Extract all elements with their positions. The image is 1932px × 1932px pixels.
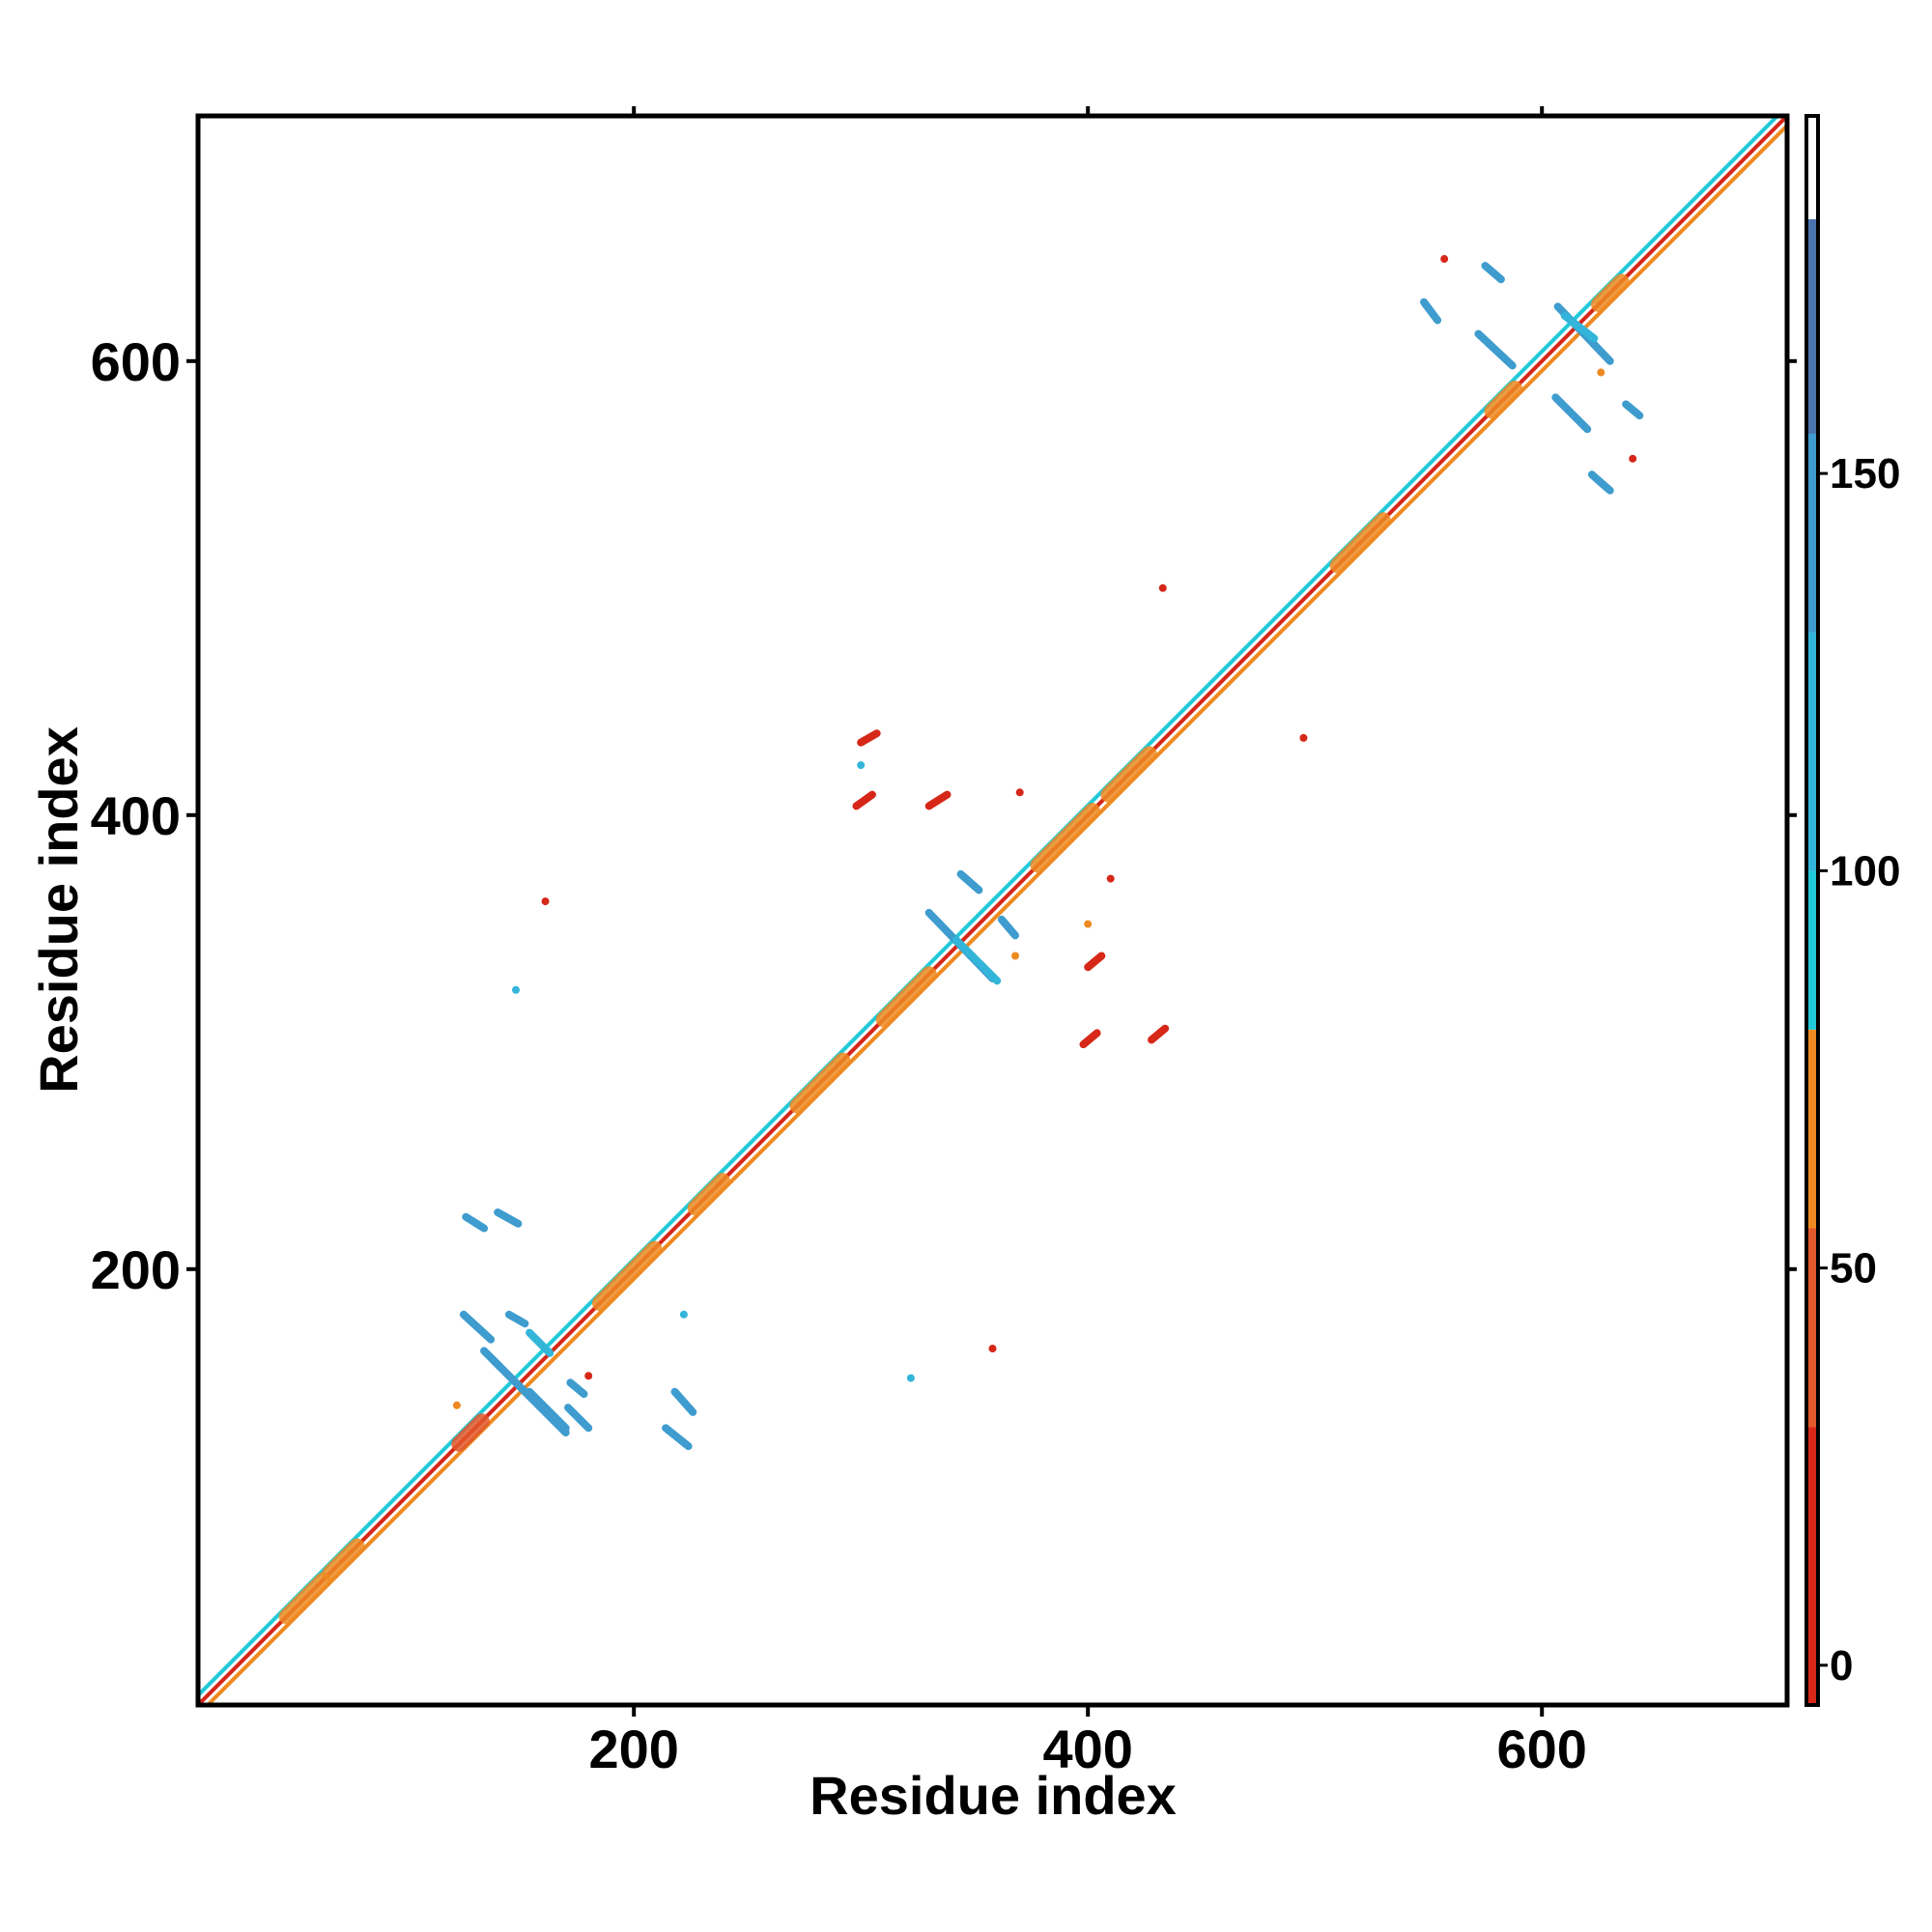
- colorbar-segment: [1806, 870, 1818, 1030]
- contact-segment: [956, 869, 983, 895]
- diagonal-band: [687, 1173, 730, 1216]
- contact-segment: [566, 1378, 588, 1399]
- diagonal-band: [1100, 746, 1157, 803]
- contact-point: [1106, 874, 1115, 883]
- contact-segment: [1622, 400, 1644, 420]
- colorbar-segment: [1806, 1427, 1818, 1705]
- diagonal-band: [1484, 381, 1522, 419]
- diagonal-band: [875, 966, 937, 1028]
- contact-point: [1084, 920, 1093, 928]
- y-tick-label: 200: [91, 1239, 181, 1300]
- heatmap-area: [198, 116, 1787, 1705]
- diagonal-band: [278, 1572, 331, 1625]
- contact-point: [512, 985, 520, 994]
- y-axis: 200 400 600: [91, 331, 1797, 1300]
- contact-segment: [670, 1387, 697, 1416]
- x-axis-title: Residue index: [810, 1765, 1177, 1826]
- contact-point: [857, 761, 866, 770]
- contact-point: [1011, 952, 1019, 960]
- contact-segment: [462, 1212, 489, 1233]
- y-tick-label: 400: [91, 785, 181, 846]
- x-axis: 200 400 600: [588, 106, 1587, 1779]
- contact-segment: [924, 790, 952, 810]
- contact-segment: [494, 1208, 523, 1228]
- contact-point: [541, 897, 550, 906]
- contact-segment: [952, 936, 1002, 985]
- diagonal-band: [591, 1240, 663, 1312]
- diagonal-band: [1590, 273, 1630, 313]
- contact-segment: [504, 1310, 529, 1328]
- contact-segment: [852, 790, 876, 810]
- contact-point: [584, 1372, 593, 1380]
- contact-segment: [997, 915, 1019, 940]
- contact-segment: [1079, 1029, 1101, 1049]
- colorbar-tick-label: 50: [1830, 1245, 1877, 1293]
- contact-point: [1158, 583, 1167, 592]
- contact-segment: [459, 1310, 496, 1344]
- contact-segment: [1587, 470, 1614, 495]
- contact-point: [988, 1345, 997, 1353]
- contact-segment: [1148, 1024, 1170, 1044]
- contact-point: [1299, 733, 1308, 742]
- x-tick-label: 200: [588, 1719, 678, 1779]
- contact-point: [1629, 454, 1637, 463]
- contact-segment: [526, 1387, 570, 1433]
- colorbar-segment: [1806, 632, 1818, 871]
- contact-point: [679, 1310, 688, 1319]
- colorbar-segment: [1806, 1029, 1818, 1229]
- contact-segment: [1551, 393, 1592, 434]
- contact-segment: [526, 1328, 554, 1357]
- x-tick-label: 600: [1496, 1719, 1586, 1779]
- y-axis-title: Residue index: [28, 726, 89, 1094]
- colorbar: 0 50 100 150: [1804, 114, 1900, 1707]
- colorbar-frame: [1804, 114, 1820, 1707]
- diagonal-band: [322, 1538, 365, 1581]
- colorbar-segment: [1806, 116, 1818, 219]
- contact-segment: [1420, 298, 1442, 325]
- x-tick-label: 400: [1042, 1719, 1132, 1779]
- contact-segment: [1560, 311, 1599, 343]
- contact-segment: [1084, 952, 1106, 972]
- diagonal-band: [451, 1413, 490, 1452]
- colorbar-segment: [1806, 434, 1818, 633]
- contact-segment: [1474, 329, 1517, 370]
- contact-segment: [564, 1404, 593, 1433]
- contact-point: [1597, 368, 1605, 377]
- colorbar-segment: [1806, 1228, 1818, 1428]
- diagonal-band: [789, 1052, 851, 1114]
- contact-point: [452, 1401, 461, 1409]
- contact-point: [1440, 255, 1449, 264]
- colorbar-tick-label: 100: [1830, 847, 1900, 895]
- y-tick-label: 600: [91, 331, 181, 392]
- contact-segment: [1481, 262, 1505, 284]
- contact-segment: [662, 1424, 693, 1451]
- colorbar-tick-label: 0: [1830, 1642, 1853, 1690]
- diagonal-band: [1329, 512, 1391, 574]
- colorbar-segment: [1806, 218, 1818, 434]
- colorbar-tick-label: 150: [1830, 450, 1900, 497]
- contact-point: [906, 1374, 915, 1382]
- contact-point: [1015, 788, 1024, 797]
- contact-segment: [857, 729, 881, 747]
- plot-frame: [195, 113, 1790, 1708]
- diagonal-band: [1030, 803, 1100, 873]
